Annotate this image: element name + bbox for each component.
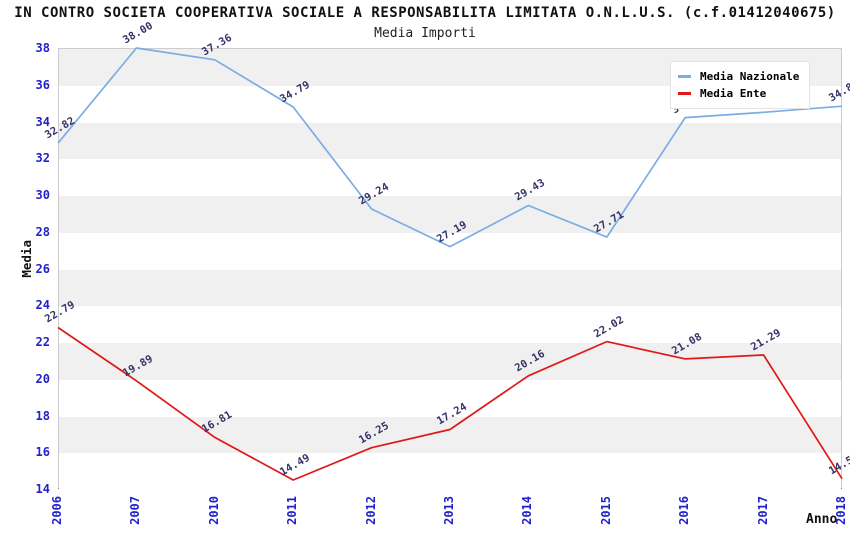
y-tick-label: 16	[35, 445, 50, 460]
grid-band	[59, 269, 841, 307]
legend-label: Media Ente	[700, 87, 767, 100]
x-tick-label: 2010	[206, 496, 221, 525]
y-tick-label: 28	[35, 224, 50, 239]
x-tick-label: 2007	[128, 496, 143, 525]
y-tick-label: 26	[35, 261, 50, 276]
y-tick-label: 14	[35, 482, 50, 496]
y-tick-label: 32	[35, 151, 50, 166]
legend-label: Media Nazionale	[700, 70, 800, 83]
x-tick-label: 2013	[442, 496, 456, 525]
legend-box: Media Nazionale Media Ente	[670, 61, 810, 109]
x-tick-label: 2012	[363, 496, 378, 525]
y-axis-title: Media	[19, 240, 34, 278]
chart-subtitle: Media Importi	[374, 26, 476, 41]
x-tick-label: 2011	[285, 496, 300, 525]
grid-band	[59, 159, 841, 196]
x-tick-label: 2016	[677, 496, 692, 525]
legend-item-media-ente: Media Ente	[678, 86, 809, 101]
y-tick-label: 30	[35, 188, 50, 202]
y-tick-label: 34	[35, 114, 50, 129]
grid-band	[59, 122, 841, 160]
y-tick-label: 22	[35, 335, 50, 349]
x-tick-label: 2014	[520, 496, 535, 525]
x-tick-label: 2015	[598, 496, 613, 525]
legend-item-media-nazionale: Media Nazionale	[678, 69, 809, 84]
legend-swatch-red-line	[678, 92, 691, 95]
x-axis-title: Anno	[806, 512, 838, 527]
x-tick-label: 2017	[755, 496, 770, 525]
y-tick-label: 20	[35, 371, 50, 386]
y-tick-label: 36	[35, 77, 50, 92]
legend-swatch-blue-line	[678, 75, 691, 78]
chart-title: IN CONTRO SOCIETA COOPERATIVA SOCIALE A …	[14, 5, 836, 21]
x-tick-label: 2006	[50, 496, 64, 525]
y-tick-label: 18	[35, 408, 50, 423]
y-tick-label: 38	[35, 41, 50, 55]
y-tick-label: 24	[35, 298, 50, 313]
grid-band	[59, 453, 841, 490]
